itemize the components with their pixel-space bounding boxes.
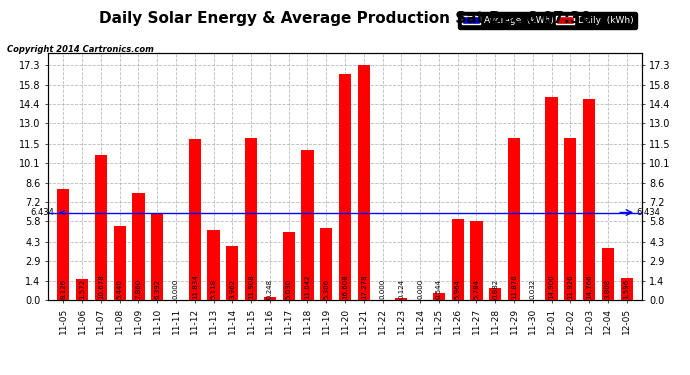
Text: 5.306: 5.306 <box>323 279 329 299</box>
Bar <box>339 74 351 300</box>
Text: 11.908: 11.908 <box>248 274 254 299</box>
Text: 17.278: 17.278 <box>361 275 367 299</box>
Bar <box>302 150 313 300</box>
Bar <box>151 213 164 300</box>
Text: 0.000: 0.000 <box>380 279 386 299</box>
Bar <box>433 292 445 300</box>
Bar <box>620 278 633 300</box>
Bar <box>245 138 257 300</box>
Text: 5.784: 5.784 <box>473 279 480 299</box>
Bar <box>132 193 144 300</box>
Text: 5.118: 5.118 <box>210 279 217 299</box>
Text: 14.900: 14.900 <box>549 275 555 299</box>
Bar <box>546 98 558 300</box>
Bar <box>76 279 88 300</box>
Text: 6.434: 6.434 <box>636 208 660 217</box>
Text: 11.834: 11.834 <box>192 275 198 299</box>
Text: 1.596: 1.596 <box>624 279 630 299</box>
Bar <box>489 288 502 300</box>
Bar <box>508 138 520 300</box>
Bar <box>451 219 464 300</box>
Text: 5.440: 5.440 <box>117 279 123 299</box>
Text: 11.876: 11.876 <box>511 274 517 299</box>
Bar <box>188 139 201 300</box>
Text: 16.608: 16.608 <box>342 274 348 299</box>
Bar <box>264 297 276 300</box>
Text: 5.964: 5.964 <box>455 279 461 299</box>
Text: 10.678: 10.678 <box>98 274 104 299</box>
Text: 0.000: 0.000 <box>417 279 423 299</box>
Bar <box>57 189 70 300</box>
Bar <box>602 248 614 300</box>
Text: 8.126: 8.126 <box>60 279 66 299</box>
Bar <box>114 226 126 300</box>
Text: 0.882: 0.882 <box>492 279 498 299</box>
Legend: Average  (kWh), Daily  (kWh): Average (kWh), Daily (kWh) <box>458 12 637 29</box>
Text: Daily Solar Energy & Average Production Sat Dec 6 07:30: Daily Solar Energy & Average Production … <box>99 11 591 26</box>
Bar <box>564 138 576 300</box>
Text: 7.860: 7.860 <box>135 279 141 299</box>
Text: 11.042: 11.042 <box>304 275 310 299</box>
Bar <box>583 99 595 300</box>
Bar <box>208 230 219 300</box>
Text: 3.808: 3.808 <box>605 279 611 299</box>
Text: 3.962: 3.962 <box>229 279 235 299</box>
Bar <box>283 232 295 300</box>
Bar <box>320 228 333 300</box>
Text: 1.572: 1.572 <box>79 279 85 299</box>
Bar <box>395 298 407 300</box>
Bar <box>95 155 107 300</box>
Bar <box>357 65 370 300</box>
Text: 14.766: 14.766 <box>586 275 592 299</box>
Bar <box>226 246 239 300</box>
Text: 0.248: 0.248 <box>267 279 273 299</box>
Bar <box>471 221 482 300</box>
Text: 6.392: 6.392 <box>155 279 160 299</box>
Text: 0.032: 0.032 <box>530 279 535 299</box>
Text: 0.544: 0.544 <box>436 279 442 299</box>
Text: 0.000: 0.000 <box>173 279 179 299</box>
Text: 0.124: 0.124 <box>398 279 404 299</box>
Text: 5.030: 5.030 <box>286 279 292 299</box>
Text: 6.434: 6.434 <box>30 208 64 217</box>
Text: 11.926: 11.926 <box>567 275 573 299</box>
Text: Copyright 2014 Cartronics.com: Copyright 2014 Cartronics.com <box>7 45 154 54</box>
